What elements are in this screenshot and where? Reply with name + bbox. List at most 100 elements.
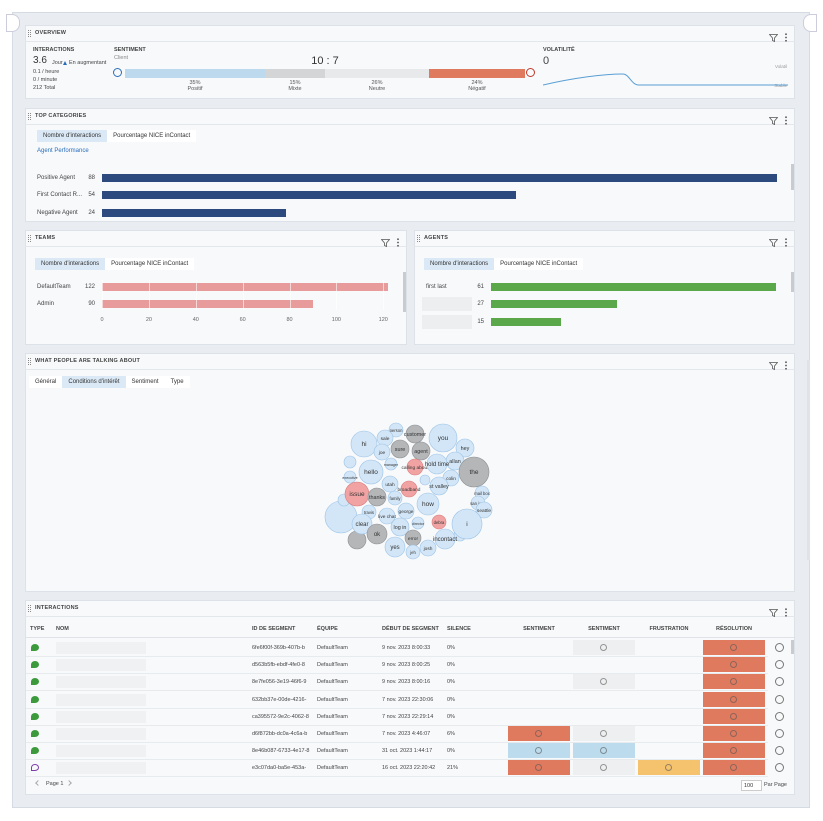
bubble-label: allan (449, 459, 460, 465)
table-cell: 9 nov. 2023 8:00:33 (382, 645, 431, 651)
column-header[interactable]: ÉQUIPE (317, 626, 338, 632)
column-header[interactable]: FRUSTRATION (649, 626, 689, 632)
bubble[interactable] (411, 441, 431, 461)
bubble[interactable] (475, 501, 493, 519)
bubble[interactable] (451, 508, 483, 540)
bubble[interactable] (350, 430, 378, 458)
bubble[interactable] (426, 453, 448, 475)
bubble[interactable] (373, 443, 391, 461)
bubble[interactable] (366, 523, 388, 545)
tab[interactable]: Sentiment (131, 379, 159, 385)
tab[interactable]: Pourcentage NICE inContact (113, 133, 191, 139)
side-handle[interactable] (6, 14, 20, 32)
bubble[interactable] (431, 514, 447, 530)
side-handle[interactable] (803, 14, 817, 32)
filter-button[interactable] (768, 604, 779, 618)
row-action[interactable] (775, 746, 784, 756)
bubble[interactable] (351, 513, 373, 535)
column-header[interactable]: SENTIMENT (588, 626, 620, 632)
bubble[interactable] (390, 439, 410, 459)
scrollbar (791, 164, 794, 190)
bubble[interactable] (324, 500, 358, 534)
tab[interactable]: Général (35, 379, 57, 385)
bubble[interactable] (411, 516, 425, 530)
filter-button[interactable] (380, 234, 391, 248)
bubble-label: joe (378, 450, 386, 456)
blurred-name (56, 676, 146, 689)
bubble[interactable] (343, 470, 357, 484)
bubble[interactable] (405, 544, 421, 560)
trend-arrow (63, 61, 67, 65)
row-action[interactable] (775, 660, 784, 670)
bubble[interactable] (419, 474, 431, 486)
status-icon (730, 747, 737, 755)
menu-button[interactable] (784, 604, 788, 617)
table-cell: DefaultTeam (317, 765, 348, 772)
bubble[interactable] (378, 507, 396, 525)
menu-button[interactable] (784, 234, 788, 247)
tab[interactable]: Type (170, 379, 184, 385)
drag-handle (28, 30, 31, 37)
menu-button[interactable] (784, 29, 788, 42)
tab[interactable]: Pourcentage NICE inContact (111, 261, 189, 267)
row-action[interactable] (775, 677, 784, 687)
bubble[interactable] (419, 539, 437, 557)
bubble[interactable] (343, 455, 357, 469)
bubble[interactable] (388, 422, 404, 438)
column-header[interactable]: SILENCE (447, 626, 471, 632)
bubble[interactable] (434, 528, 456, 550)
table-cell: 0% (447, 679, 455, 686)
column-header[interactable]: NOM (56, 626, 69, 632)
volatility-sparkline (542, 70, 788, 90)
bubble[interactable] (400, 480, 418, 498)
table-cell: 0% (447, 662, 455, 669)
bubble[interactable] (428, 423, 458, 453)
bubble[interactable] (384, 457, 398, 471)
bubble[interactable] (406, 458, 424, 476)
category-label: Negative Agent (37, 210, 78, 216)
per-page-select[interactable]: 100 (741, 780, 762, 791)
filter-button[interactable] (768, 234, 779, 248)
tab[interactable]: Nombre d'interactions (37, 130, 108, 142)
status-icon (600, 644, 607, 651)
row-action[interactable] (775, 763, 784, 773)
filter-button[interactable] (768, 29, 779, 43)
grid-line (148, 280, 150, 310)
table-cell: 0% (447, 748, 455, 755)
filter-button[interactable] (768, 357, 779, 371)
bubble[interactable] (429, 476, 449, 496)
tab[interactable]: Nombre d'interactions (35, 258, 106, 270)
filter-button[interactable] (768, 112, 779, 126)
bubble[interactable] (384, 536, 406, 558)
row-action[interactable] (775, 643, 784, 652)
bubble[interactable] (390, 517, 410, 537)
bubble[interactable] (405, 424, 425, 444)
column-header[interactable]: ID DE SEGMENT (252, 626, 296, 632)
menu-button[interactable] (396, 234, 400, 247)
bubble[interactable] (397, 502, 415, 520)
bubble[interactable] (458, 456, 490, 488)
bubble[interactable] (416, 492, 440, 516)
bubble[interactable] (455, 438, 475, 458)
bubble[interactable] (387, 490, 403, 506)
tab[interactable]: Nombre d'interactions (424, 258, 495, 270)
bubble[interactable] (358, 459, 384, 485)
tab[interactable]: Conditions d'intérêt (62, 376, 126, 388)
blurred-label (422, 297, 472, 311)
menu-button[interactable] (784, 112, 788, 125)
tab[interactable]: Pourcentage NICE inContact (500, 261, 578, 267)
menu-button[interactable] (784, 357, 788, 370)
column-header[interactable]: RÉSOLUTION (715, 626, 753, 632)
type-icon (31, 661, 39, 669)
column-header[interactable]: DÉBUT DE SEGMENT (382, 626, 439, 632)
column-header[interactable]: SENTIMENT (523, 626, 555, 632)
bubble-label: customer (404, 432, 426, 438)
column-header[interactable]: TYPE (30, 626, 45, 632)
row-action[interactable] (775, 694, 784, 704)
row-action[interactable] (775, 711, 784, 721)
bubble[interactable] (381, 475, 399, 493)
row-action[interactable] (775, 729, 784, 738)
blurred-name (56, 710, 146, 723)
row-line (26, 776, 768, 778)
bubble[interactable] (367, 487, 387, 507)
